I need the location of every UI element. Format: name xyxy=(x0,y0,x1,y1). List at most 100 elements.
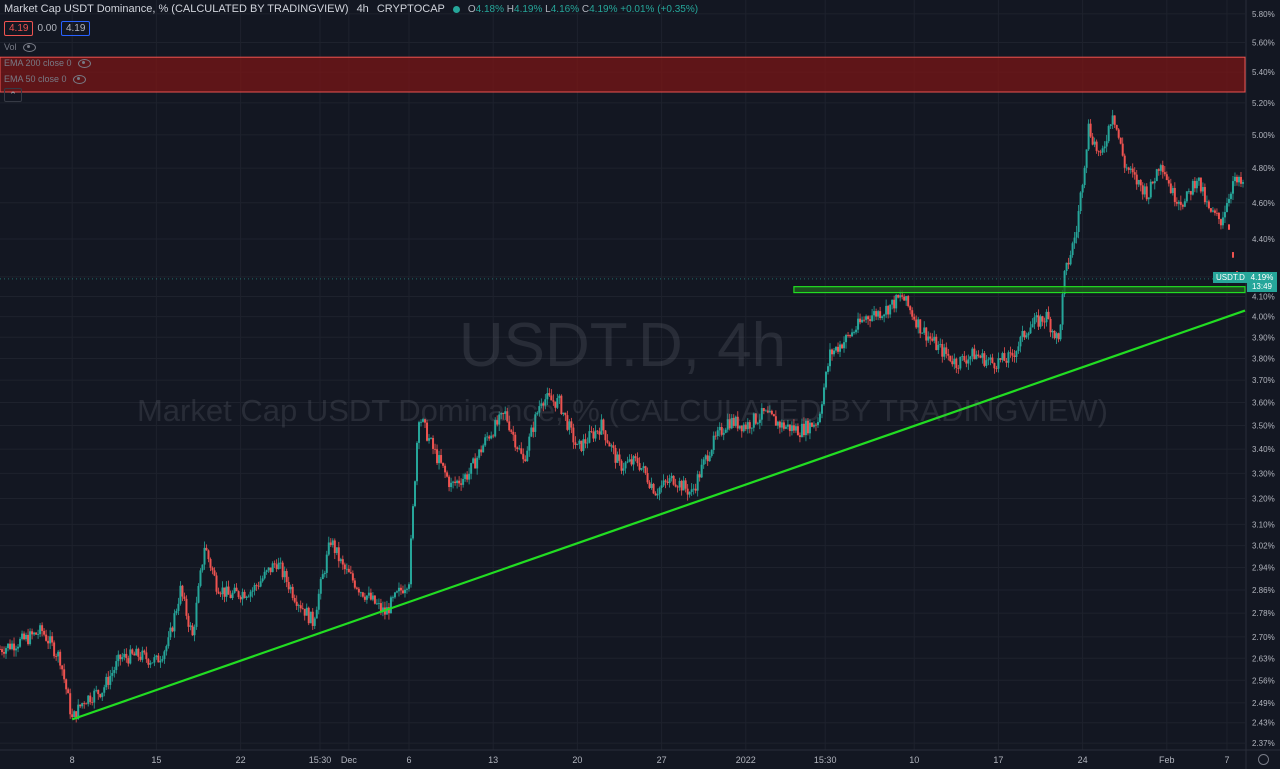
candle-body xyxy=(758,419,761,423)
y-tick-label: 4.60% xyxy=(1252,199,1275,208)
candle-body xyxy=(155,655,158,658)
candle-body xyxy=(237,591,240,598)
candle-body xyxy=(532,427,535,432)
candle-body xyxy=(768,410,771,413)
candle-body xyxy=(167,637,170,647)
candle-body xyxy=(1077,211,1080,233)
candle-body xyxy=(989,357,992,360)
candle-body xyxy=(556,398,559,408)
candle-body xyxy=(49,636,52,644)
candle-body xyxy=(488,436,491,439)
candle-body xyxy=(1161,165,1164,173)
candle-body xyxy=(1041,316,1044,322)
candle-body xyxy=(1199,177,1202,192)
buy-button[interactable]: 4.19 xyxy=(60,21,91,36)
indicator-ema200[interactable]: EMA 200 close 0 xyxy=(4,58,91,68)
candle-body xyxy=(774,416,777,426)
candle-body xyxy=(584,439,587,444)
candle-body xyxy=(454,481,457,483)
candle-body xyxy=(646,473,649,483)
candle-body xyxy=(430,438,433,439)
candle-body xyxy=(1053,330,1056,339)
x-tick-label: 17 xyxy=(993,755,1003,765)
candle-body xyxy=(253,585,256,591)
candle-body xyxy=(600,419,603,435)
gear-icon[interactable] xyxy=(1258,754,1269,765)
chart-title[interactable]: Market Cap USDT Dominance, % (CALCULATED… xyxy=(4,3,349,15)
candle-body xyxy=(678,480,681,488)
candle-body xyxy=(293,597,296,602)
candle-body xyxy=(492,435,495,437)
candle-body xyxy=(1049,318,1052,333)
candle-body xyxy=(724,429,727,433)
candle-body xyxy=(201,564,204,571)
x-tick-label: Dec xyxy=(341,755,358,765)
candle-body xyxy=(215,575,218,592)
candle-body xyxy=(714,435,717,437)
candle-body xyxy=(746,422,749,430)
candle-body xyxy=(95,689,98,691)
market-status-icon[interactable] xyxy=(452,5,460,13)
candle-body xyxy=(618,454,621,461)
candle-body xyxy=(983,353,986,366)
candle-body xyxy=(389,597,392,614)
candle-body xyxy=(1167,180,1170,184)
candle-body xyxy=(696,474,699,491)
candle-body xyxy=(816,422,819,426)
candle-body xyxy=(891,299,894,305)
candle-body xyxy=(1235,176,1238,183)
candle-body xyxy=(19,638,22,647)
candle-body xyxy=(1185,191,1188,202)
candle-body xyxy=(377,603,380,604)
candle-body xyxy=(738,425,741,429)
sell-button[interactable]: 4.19 xyxy=(4,21,34,36)
support-zone[interactable] xyxy=(793,286,1246,294)
eye-icon[interactable] xyxy=(77,58,91,68)
y-tick-label: 4.10% xyxy=(1252,293,1275,302)
watermark-name: Market Cap USDT Dominance, % (CALCULATED… xyxy=(136,393,1108,428)
candle-body xyxy=(273,563,276,565)
candle-body xyxy=(905,296,908,301)
candle-body xyxy=(105,676,108,688)
y-tick-label: 3.40% xyxy=(1252,445,1275,454)
candle-body xyxy=(682,480,685,491)
candle-body xyxy=(947,353,950,356)
candle-body xyxy=(446,472,449,477)
candle-body xyxy=(159,660,162,663)
indicator-ema50[interactable]: EMA 50 close 0 xyxy=(4,74,86,84)
source-label[interactable]: CRYPTOCAP xyxy=(376,3,445,15)
candle-body xyxy=(183,596,186,599)
candle-body xyxy=(702,459,705,465)
candle-body xyxy=(837,346,840,352)
candle-body xyxy=(798,435,801,438)
candle-body xyxy=(1133,172,1136,175)
candle-body xyxy=(247,596,250,598)
candle-body xyxy=(504,411,507,414)
candle-body xyxy=(879,311,882,318)
indicator-vol[interactable]: Vol xyxy=(4,42,36,52)
eye-icon[interactable] xyxy=(22,42,36,52)
candle-body xyxy=(249,591,252,597)
candle-body xyxy=(1153,181,1156,184)
y-tick-label: 2.56% xyxy=(1252,676,1275,685)
candle-body xyxy=(452,481,455,483)
candle-body xyxy=(31,631,34,635)
interval-label[interactable]: 4h xyxy=(356,3,369,15)
candle-body xyxy=(919,319,922,334)
candle-body xyxy=(341,559,344,565)
candle-body xyxy=(195,602,198,627)
candle-body xyxy=(1063,271,1066,295)
candle-body xyxy=(85,703,88,705)
resistance-zone[interactable] xyxy=(0,56,1246,93)
y-tick-label: 2.43% xyxy=(1252,719,1275,728)
eye-icon[interactable] xyxy=(72,74,86,84)
candle-body xyxy=(373,595,376,604)
candle-body xyxy=(534,414,537,432)
trendline[interactable] xyxy=(71,309,1246,721)
candle-body xyxy=(213,570,216,576)
collapse-legend-button[interactable]: ⌃ xyxy=(4,88,22,102)
candle-body xyxy=(1051,330,1054,333)
candle-body xyxy=(1109,124,1112,127)
candle-body xyxy=(863,319,866,321)
